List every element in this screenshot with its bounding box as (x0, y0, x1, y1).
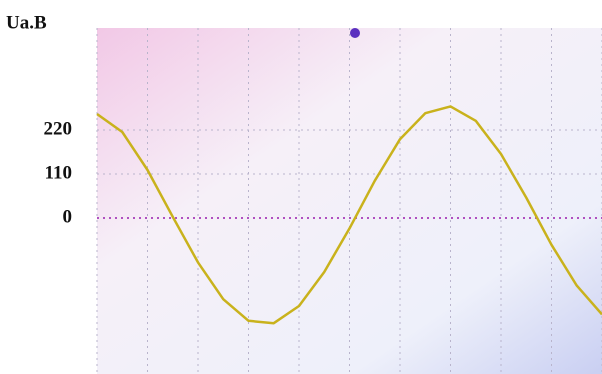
y-tick-label: 110 (45, 162, 72, 183)
chart: Ua.B 0 110 220 (0, 0, 602, 374)
y-tick-label: 0 (63, 206, 73, 227)
trigger-marker (350, 28, 360, 38)
y-axis-label: Ua.B (6, 12, 47, 33)
y-tick-label: 220 (44, 118, 73, 139)
